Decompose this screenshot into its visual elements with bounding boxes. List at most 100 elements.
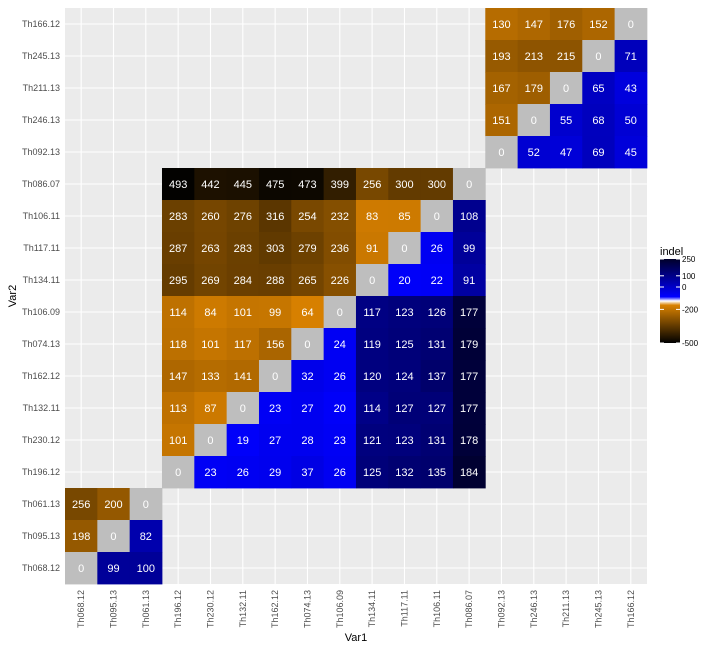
heatmap-cell bbox=[420, 360, 454, 393]
y-tick-label: Th230.12 bbox=[22, 435, 60, 445]
cell-value-label: 179 bbox=[460, 339, 478, 351]
legend-colorbar bbox=[660, 259, 680, 343]
heatmap-cell bbox=[226, 232, 260, 265]
cell-value-label: 118 bbox=[169, 339, 187, 351]
heatmap-cell bbox=[485, 104, 519, 137]
cell-value-label: 0 bbox=[563, 83, 569, 95]
cell-value-label: 0 bbox=[595, 51, 601, 63]
cell-value-label: 20 bbox=[334, 403, 346, 415]
y-axis-title: Var2 bbox=[7, 285, 19, 307]
cell-value-label: 119 bbox=[363, 339, 381, 351]
heatmap-cell bbox=[194, 296, 228, 329]
cell-value-label: 198 bbox=[72, 531, 90, 543]
heatmap-cell bbox=[388, 296, 422, 329]
cell-value-label: 26 bbox=[431, 243, 443, 255]
heatmap-cell bbox=[323, 264, 357, 297]
cell-value-label: 156 bbox=[266, 339, 284, 351]
cell-value-label: 47 bbox=[560, 147, 572, 159]
heatmap-cell bbox=[226, 392, 260, 425]
cell-value-label: 287 bbox=[169, 243, 187, 255]
heatmap-cell bbox=[420, 392, 454, 425]
x-tick-label: Th134.11 bbox=[367, 590, 377, 627]
cell-value-label: 99 bbox=[269, 307, 281, 319]
y-tick-label: Th092.13 bbox=[22, 147, 60, 157]
cell-value-label: 52 bbox=[528, 147, 540, 159]
legend-tick-label: -500 bbox=[682, 339, 699, 348]
heatmap-cell bbox=[582, 8, 616, 41]
heatmap-cell bbox=[258, 232, 292, 265]
heatmap-cell bbox=[582, 104, 616, 137]
cell-value-label: 50 bbox=[625, 115, 637, 127]
heatmap-cell bbox=[549, 8, 583, 41]
cell-value-label: 193 bbox=[492, 51, 510, 63]
heatmap-cell bbox=[291, 168, 325, 201]
cell-value-label: 254 bbox=[298, 211, 316, 223]
y-tick-label: Th095.13 bbox=[22, 531, 60, 541]
legend-tick-label: -200 bbox=[682, 305, 699, 314]
cell-value-label: 43 bbox=[625, 83, 637, 95]
cell-value-label: 125 bbox=[395, 339, 413, 351]
heatmap-cell bbox=[258, 456, 292, 489]
heatmap-cell bbox=[517, 72, 551, 105]
heatmap-cell bbox=[323, 200, 357, 233]
heatmap-cell bbox=[549, 136, 583, 169]
heatmap-cell bbox=[549, 104, 583, 137]
cell-value-label: 22 bbox=[431, 275, 443, 287]
heatmap-cell bbox=[291, 264, 325, 297]
x-tick-label: Th211.13 bbox=[561, 590, 571, 627]
cell-value-label: 87 bbox=[204, 403, 216, 415]
heatmap-cell bbox=[614, 72, 648, 105]
heatmap-cell bbox=[355, 264, 389, 297]
cell-value-label: 101 bbox=[201, 339, 219, 351]
cell-value-label: 23 bbox=[269, 403, 281, 415]
cell-value-label: 69 bbox=[592, 147, 604, 159]
x-tick-label: Th074.13 bbox=[302, 590, 312, 628]
heatmap-cell bbox=[323, 456, 357, 489]
heatmap-cell bbox=[388, 360, 422, 393]
x-tick-label: Th166.12 bbox=[626, 590, 636, 628]
cell-value-label: 83 bbox=[366, 211, 378, 223]
heatmap-cell bbox=[226, 168, 260, 201]
legend-tick-label: 250 bbox=[682, 255, 696, 264]
heatmap-cell bbox=[194, 200, 228, 233]
x-tick-label: Th095.13 bbox=[108, 590, 118, 628]
heatmap-cell bbox=[614, 104, 648, 137]
cell-value-label: 65 bbox=[592, 83, 604, 95]
cell-value-label: 213 bbox=[525, 51, 543, 63]
legend-ticks: 250 100 0 -200 -500 bbox=[660, 255, 699, 348]
cell-labels: 130 147 176 152 0 193 213 215 0 71 167 179 0 65 43 151 0… bbox=[72, 19, 637, 575]
cell-value-label: 99 bbox=[107, 563, 119, 575]
heatmap-cell bbox=[420, 456, 454, 489]
heatmap-cell bbox=[323, 328, 357, 361]
cell-value-label: 123 bbox=[395, 435, 413, 447]
heatmap-cell bbox=[517, 40, 551, 73]
y-tick-label: Th117.11 bbox=[23, 243, 60, 253]
cell-value-label: 124 bbox=[395, 371, 413, 383]
heatmap-cell bbox=[291, 296, 325, 329]
y-tick-label: Th132.11 bbox=[23, 403, 60, 413]
cell-value-label: 108 bbox=[460, 211, 478, 223]
cell-value-label: 177 bbox=[460, 403, 478, 415]
cell-value-label: 303 bbox=[266, 243, 284, 255]
cell-value-label: 177 bbox=[460, 307, 478, 319]
x-axis-title: Var1 bbox=[345, 632, 367, 644]
cell-value-label: 91 bbox=[463, 275, 475, 287]
heatmap-cell bbox=[420, 232, 454, 265]
y-tick-label: Th106.11 bbox=[23, 211, 60, 221]
cell-value-label: 26 bbox=[237, 467, 249, 479]
heatmap-cell bbox=[65, 520, 98, 553]
heatmap-cell bbox=[226, 200, 260, 233]
cell-value-label: 147 bbox=[525, 19, 543, 31]
heatmap-cell bbox=[161, 456, 195, 489]
cell-value-label: 283 bbox=[169, 211, 187, 223]
heatmap-cell bbox=[452, 424, 486, 457]
heatmap-cells bbox=[65, 8, 648, 585]
cell-value-label: 0 bbox=[466, 179, 472, 191]
heatmap-cell bbox=[291, 232, 325, 265]
heatmap-cell bbox=[291, 328, 325, 361]
cell-value-label: 0 bbox=[337, 307, 343, 319]
y-tick-label: Th061.13 bbox=[22, 499, 60, 509]
heatmap-cell bbox=[97, 488, 131, 521]
cell-value-label: 133 bbox=[201, 371, 219, 383]
